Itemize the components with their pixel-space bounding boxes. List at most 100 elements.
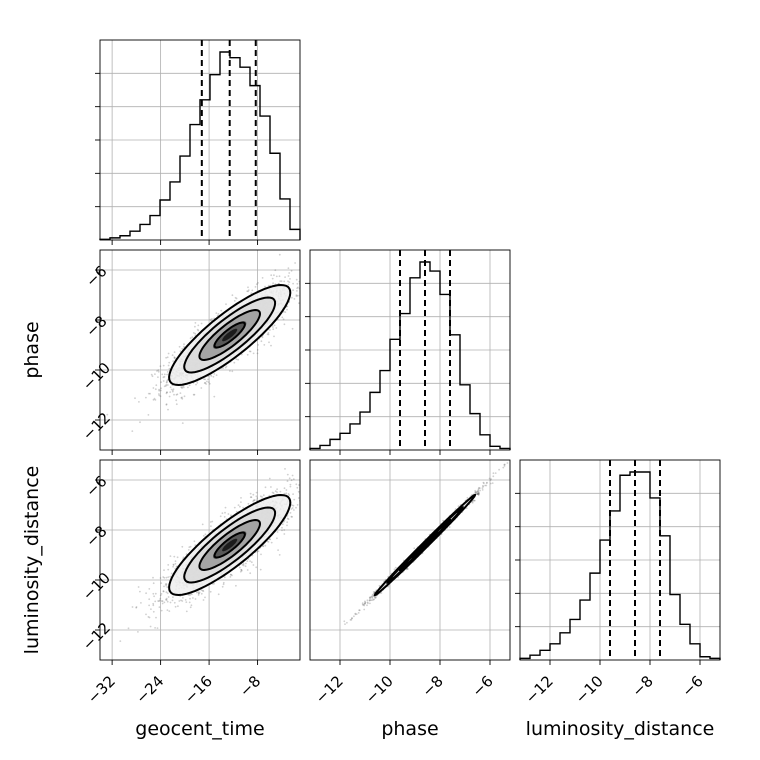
scatter-point [287, 283, 290, 286]
scatter-point [308, 500, 310, 502]
scatter-point [165, 403, 168, 405]
scatter-point [210, 525, 212, 527]
scatter-point [193, 540, 196, 543]
scatter-point [222, 583, 225, 586]
scatter-point [189, 597, 191, 600]
scatter-point [204, 381, 207, 384]
scatter-point [235, 297, 238, 300]
scatter-point [477, 490, 479, 492]
scatter-point [167, 564, 170, 566]
scatter-point [306, 292, 308, 294]
scatter-point [247, 558, 250, 560]
scatter-point [151, 375, 154, 378]
scatter-point [171, 599, 174, 602]
scatter-point [373, 598, 375, 601]
contour-0-1 [198, 308, 262, 362]
scatter-point [165, 584, 168, 587]
scatter-point [166, 384, 169, 386]
scatter-point [292, 282, 294, 285]
scatter-point [191, 593, 193, 596]
scatter-point [204, 533, 207, 536]
scatter-point [255, 566, 258, 569]
scatter-point [189, 606, 192, 609]
scatter-point [255, 495, 258, 498]
scatter-point [255, 491, 258, 494]
scatter-point [166, 609, 169, 611]
scatter-point [283, 533, 286, 535]
scatter-point [275, 275, 278, 278]
scatter-point [291, 327, 294, 330]
contour-0-3 [168, 283, 292, 387]
scatter-point [224, 511, 226, 514]
scatter-point [162, 364, 165, 367]
scatter-point [267, 332, 270, 334]
scatter-point [188, 601, 191, 604]
scatter-point [212, 375, 215, 378]
scatter-point [231, 294, 234, 297]
scatter-point [292, 504, 295, 507]
scatter-point [298, 302, 300, 304]
scatter-point [272, 326, 274, 328]
scatter-point [346, 621, 348, 624]
scatter-point [283, 529, 286, 531]
scatter-point [276, 488, 278, 491]
scatter-point [291, 516, 293, 518]
scatter-point [262, 545, 265, 548]
scatter-point [157, 370, 160, 373]
scatter-point [287, 518, 290, 520]
scatter-point [241, 563, 244, 566]
scatter-point [284, 311, 287, 313]
pair-content-2 [343, 462, 509, 625]
scatter-point [303, 502, 305, 504]
scatter-point [173, 393, 175, 396]
scatter-point [173, 601, 176, 604]
scatter-point [295, 294, 298, 296]
scatter-point [279, 280, 282, 282]
scatter-point [289, 512, 292, 514]
scatter-point [161, 373, 164, 376]
scatter-point [167, 568, 170, 571]
scatter-point [174, 560, 177, 563]
scatter-point [174, 562, 177, 565]
scatter-point [210, 375, 213, 377]
scatter-point [363, 608, 366, 611]
scatter-point [271, 277, 274, 280]
scatter-point [152, 604, 155, 607]
scatter-point [286, 517, 289, 520]
scatter-point [194, 325, 196, 328]
scatter-point [242, 506, 245, 509]
scatter-point [137, 631, 139, 633]
scatter-point [286, 480, 289, 482]
scatter-point [158, 393, 160, 395]
scatter-point [194, 598, 197, 600]
scatter-point [225, 365, 228, 368]
scatter-point [259, 568, 262, 571]
scatter-point [442, 519, 444, 522]
scatter-point [158, 389, 161, 392]
scatter-point [289, 483, 292, 486]
scatter-point [301, 491, 303, 493]
scatter-point [165, 384, 168, 386]
scatter-point [246, 290, 249, 293]
scatter-point [167, 364, 170, 367]
scatter-point [182, 556, 185, 559]
scatter-point [256, 550, 259, 553]
scatter-point [270, 344, 272, 347]
scatter-point [159, 594, 162, 597]
scatter-point [145, 613, 147, 616]
scatter-point [166, 373, 169, 376]
scatter-point [156, 627, 159, 629]
scatter-point [160, 600, 163, 602]
scatter-point [209, 521, 212, 523]
scatter-point [263, 344, 266, 346]
scatter-point [272, 492, 275, 495]
scatter-point [297, 497, 300, 499]
scatter-point [176, 556, 179, 559]
scatter-point [481, 487, 484, 489]
scatter-point [175, 403, 178, 406]
scatter-point [242, 563, 245, 565]
scatter-point [286, 521, 289, 524]
scatter-point [200, 592, 203, 595]
scatter-point [290, 508, 293, 510]
scatter-point [158, 394, 161, 397]
